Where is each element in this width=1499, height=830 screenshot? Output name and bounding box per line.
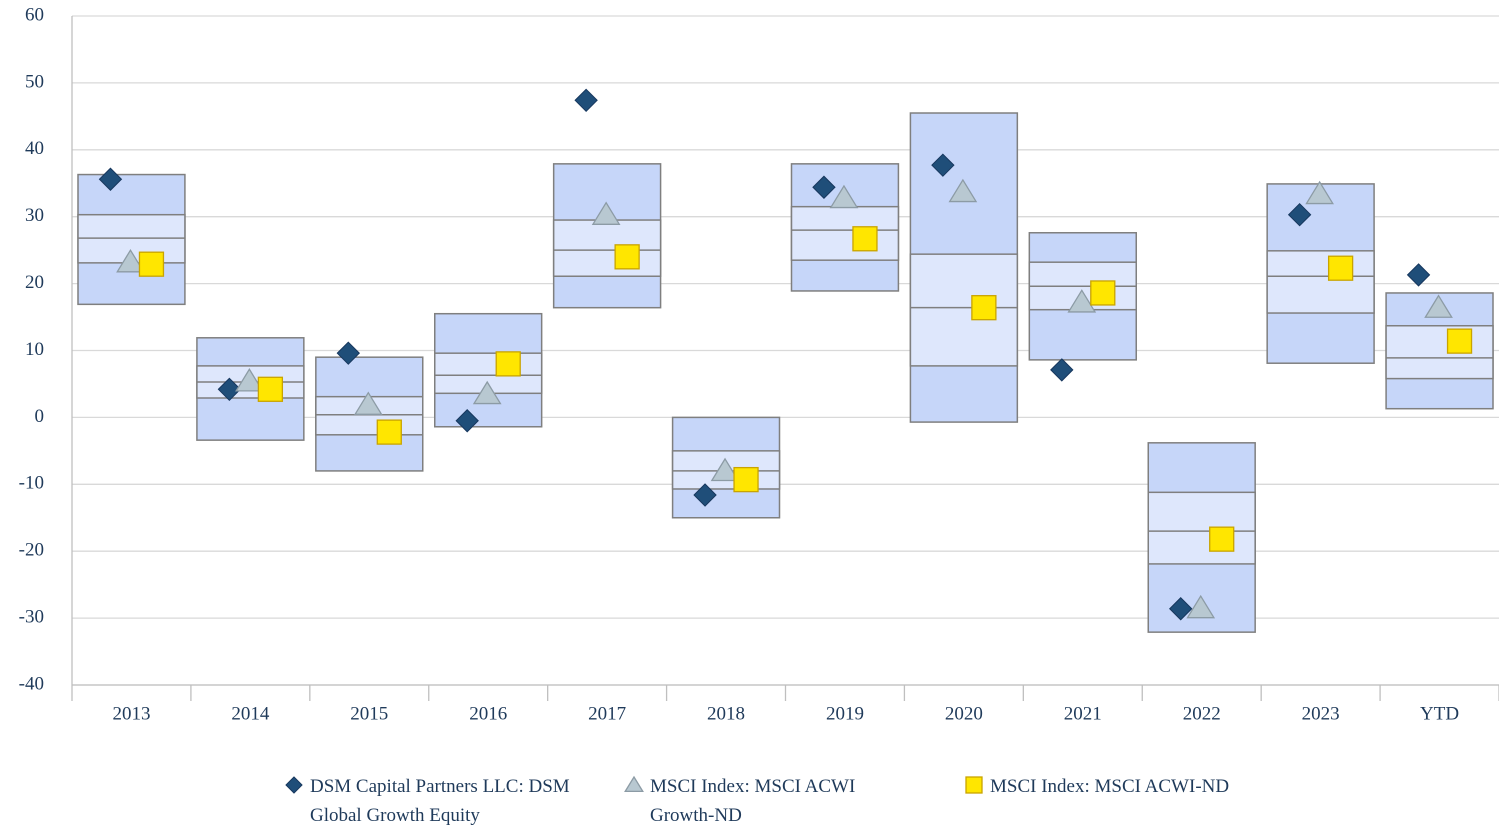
y-tick-label: 40 — [25, 138, 44, 159]
x-tick-label: 2022 — [1183, 703, 1221, 724]
diamond-marker — [1050, 358, 1074, 382]
inner-box — [790, 205, 900, 261]
square-marker — [965, 776, 983, 794]
legend-label: MSCI Index: MSCI ACWI-ND — [990, 776, 1230, 797]
diamond-marker — [693, 483, 717, 507]
chart: -40 -30 -20 -10 0 10 20 30 40 50 60 2013 2014 2015 201… — [19, 4, 1499, 724]
x-tick-label: 2015 — [350, 703, 388, 724]
x-tick-label: 2017 — [588, 703, 626, 724]
x-tick-label: 2016 — [469, 703, 507, 724]
diamond-marker — [812, 175, 836, 199]
triangle-marker — [710, 457, 740, 482]
square-marker — [1209, 526, 1235, 552]
diamond-marker — [1169, 597, 1193, 621]
x-tick-label: 2013 — [112, 703, 150, 724]
legend-item: DSM Capital Partners LLC: DSM Global Gro… — [284, 772, 584, 830]
triangle-marker — [591, 201, 621, 225]
y-tick-label: 0 — [35, 406, 45, 427]
x-tick-label: 2019 — [826, 703, 864, 724]
diamond-marker — [98, 167, 123, 191]
square-marker — [614, 244, 640, 270]
x-tick-label: YTD — [1420, 703, 1459, 724]
triangle-marker — [1424, 294, 1453, 318]
triangle-marker — [1186, 594, 1216, 619]
legend-label: MSCI Index: MSCI ACWI Growth-ND — [650, 776, 856, 826]
inner-box — [552, 219, 662, 277]
diamond-marker — [1287, 202, 1312, 227]
x-tick-label: 2018 — [707, 703, 745, 724]
square-marker — [138, 251, 165, 277]
diamond-marker — [217, 377, 242, 402]
diamond-marker — [931, 153, 955, 177]
triangle-marker — [948, 178, 978, 203]
y-tick-label: -30 — [19, 606, 44, 627]
legend-item: MSCI Index: MSCI ACWI Growth-ND — [624, 772, 924, 830]
x-tick-label: 2021 — [1064, 703, 1102, 724]
square-marker — [376, 419, 402, 445]
diamond-marker — [574, 88, 598, 113]
y-tick-label: -20 — [19, 540, 44, 561]
y-tick-label: -10 — [19, 473, 44, 494]
triangle-marker — [472, 380, 502, 405]
x-tick-label: 2014 — [231, 703, 270, 724]
legend-item: MSCI Index: MSCI ACWI-ND — [964, 772, 1294, 801]
y-tick-label: -40 — [19, 673, 44, 694]
square-marker — [495, 351, 521, 377]
y-tick-label: 50 — [25, 71, 44, 92]
y-tick-label: 10 — [25, 339, 44, 360]
legend-marker — [965, 776, 983, 794]
y-tick-label: 30 — [25, 205, 44, 226]
inner-box — [1147, 491, 1256, 565]
diamond-marker — [455, 409, 479, 433]
diamond-marker — [1406, 263, 1431, 287]
x-tick-label: 2023 — [1302, 703, 1340, 724]
triangle-marker — [624, 775, 644, 793]
diamond-marker — [336, 341, 360, 365]
triangle-marker — [353, 391, 383, 415]
legend-marker — [285, 776, 303, 794]
triangle-marker — [1067, 289, 1097, 313]
y-tick-label: 60 — [25, 4, 44, 25]
inner-box — [909, 253, 1019, 367]
square-marker — [1446, 328, 1473, 354]
triangle-marker — [1305, 180, 1334, 205]
diamond-marker — [285, 776, 303, 794]
square-marker — [852, 226, 878, 252]
triangle-marker — [829, 184, 859, 209]
square-marker — [971, 295, 997, 321]
legend-marker — [624, 775, 644, 793]
y-tick-label: 20 — [25, 272, 44, 293]
square-marker — [257, 376, 284, 402]
inner-box — [1266, 250, 1375, 314]
square-marker — [1090, 280, 1116, 306]
x-tick-label: 2020 — [945, 703, 983, 724]
square-marker — [733, 466, 759, 493]
inner-box — [1385, 324, 1494, 380]
square-marker — [1327, 255, 1354, 281]
legend-label: DSM Capital Partners LLC: DSM Global Gro… — [310, 776, 570, 826]
triangle-marker — [235, 368, 264, 392]
triangle-marker — [116, 248, 145, 273]
